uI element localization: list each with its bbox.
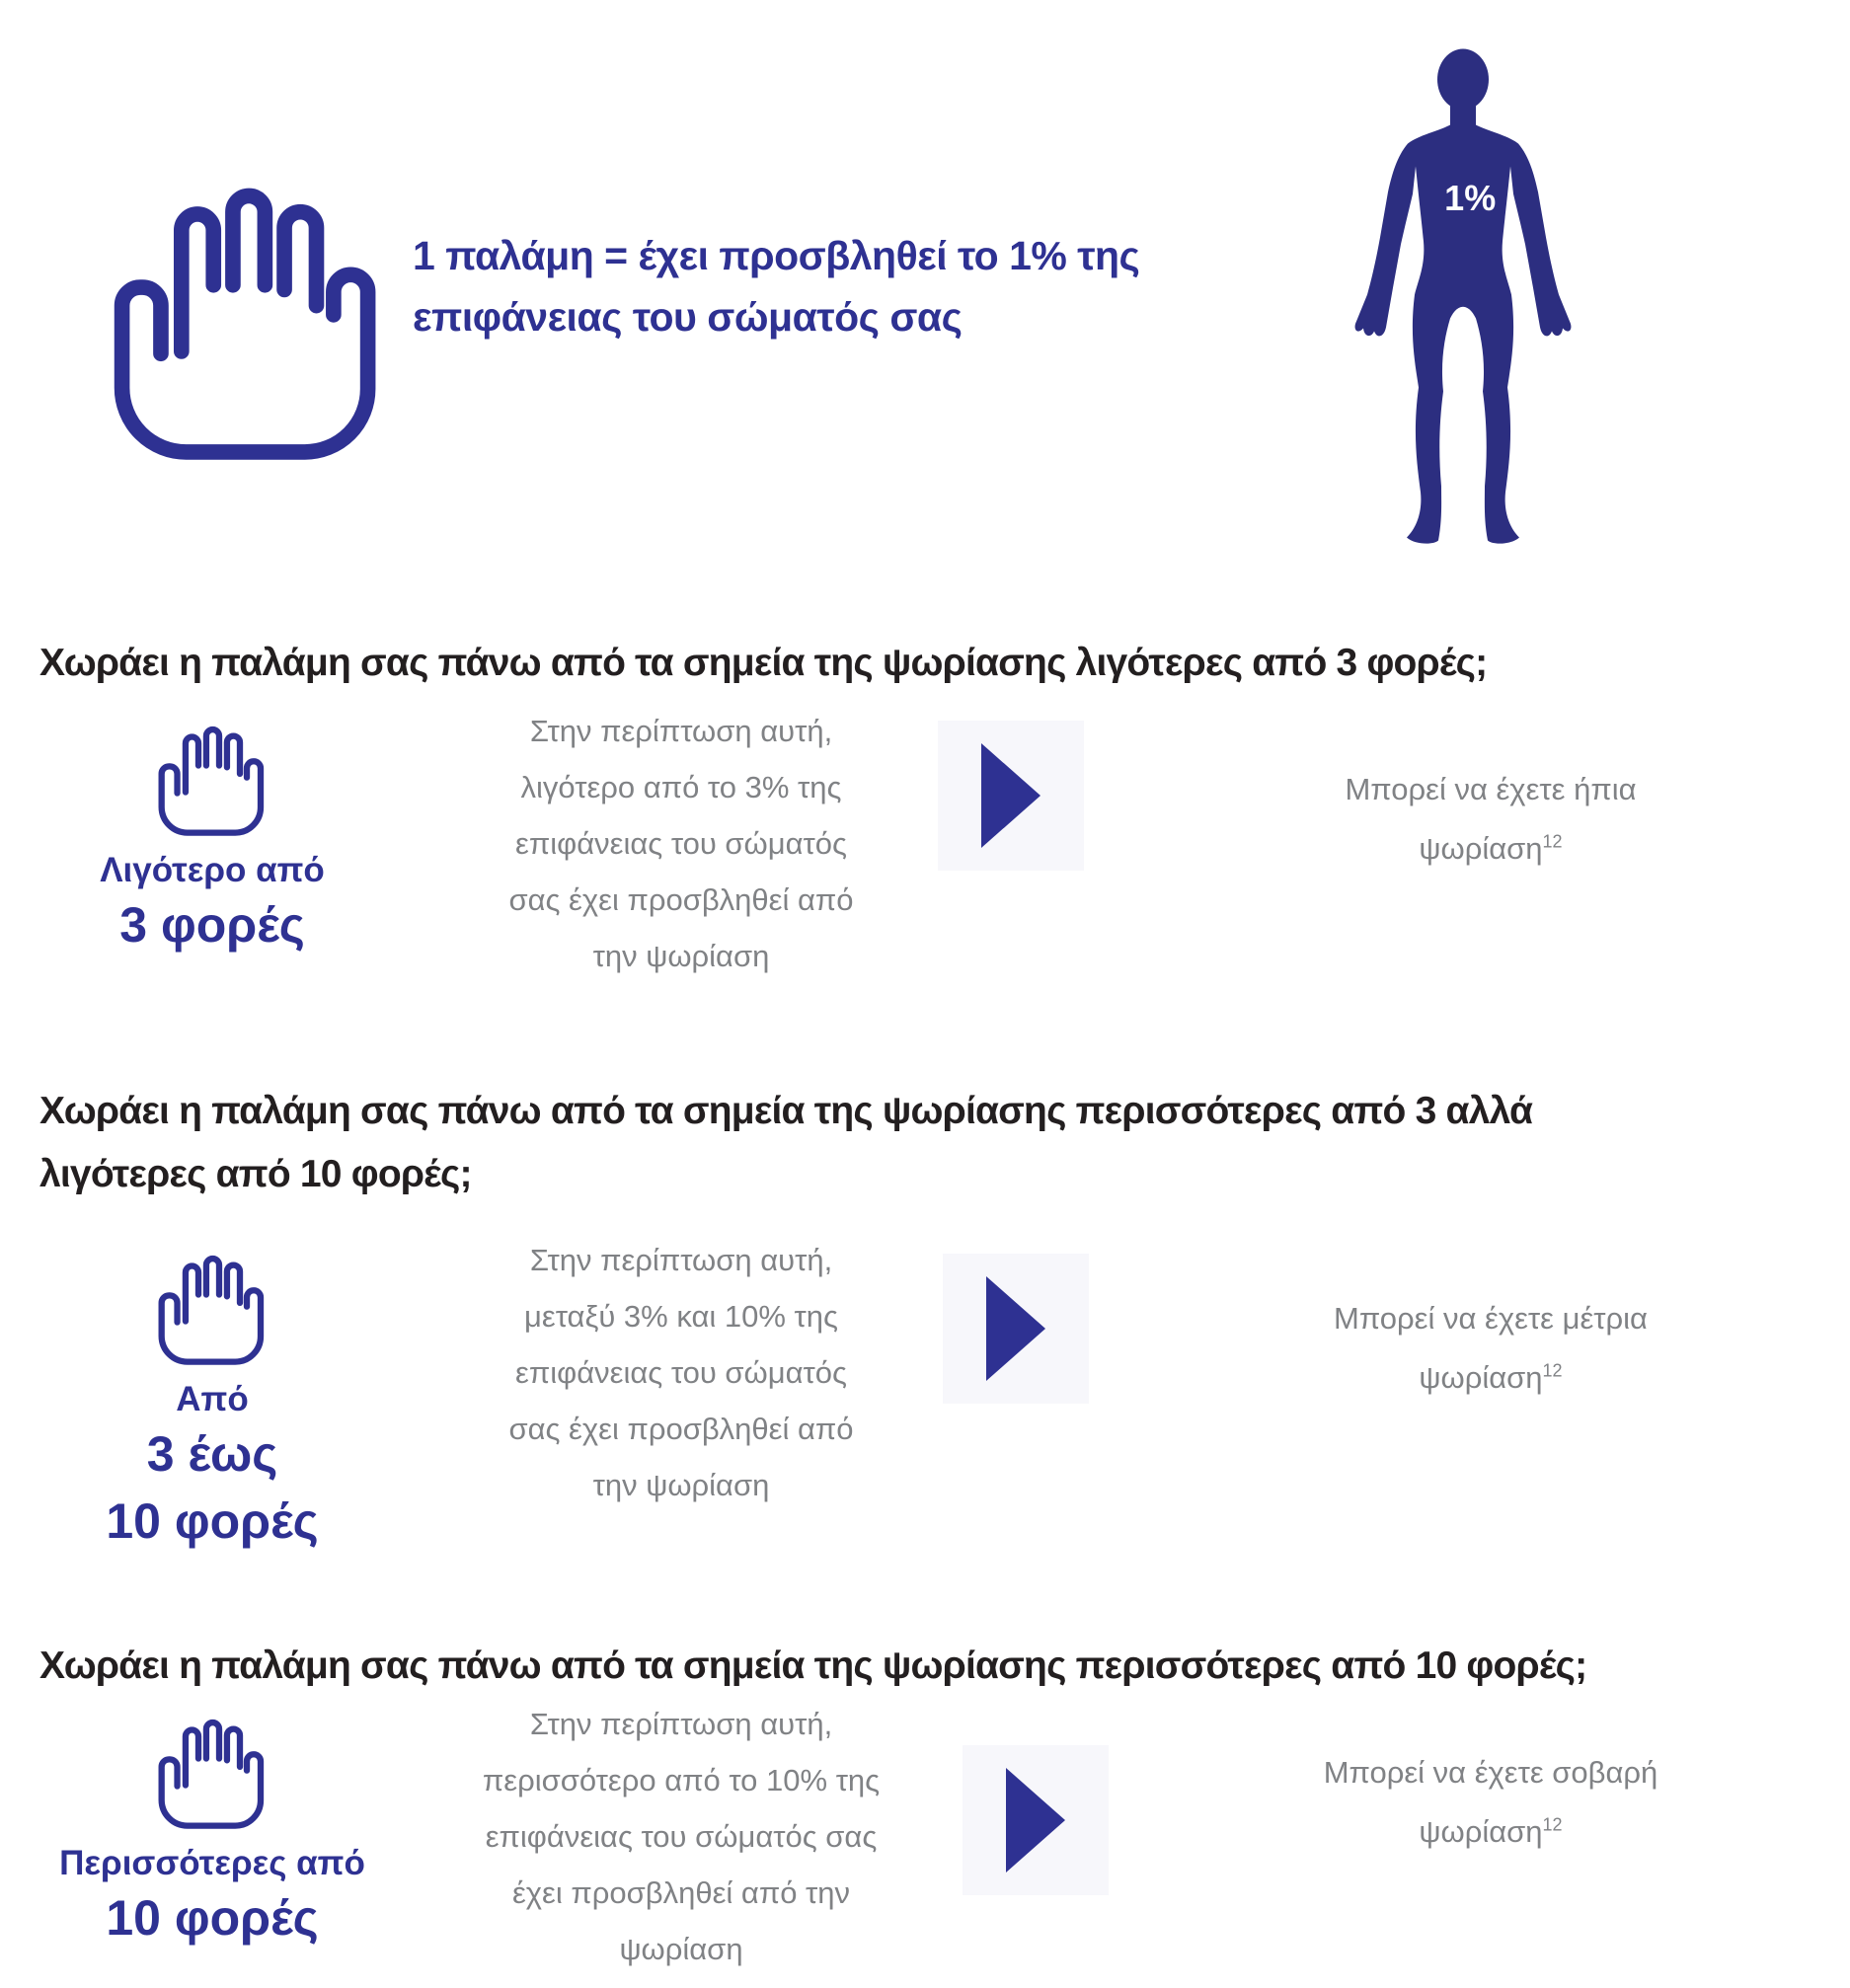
hero-hand-icon bbox=[111, 164, 385, 475]
hand-icon bbox=[157, 1246, 268, 1369]
section-1-description: Στην περίπτωση αυτή, λιγότερο από το 3% … bbox=[508, 714, 854, 973]
human-silhouette-figure: 1% bbox=[1345, 41, 1581, 582]
section-1-hand-label-small: Λιγότερο από bbox=[100, 851, 325, 890]
question-2-heading: Χωράει η παλάμη σας πάνω από τα σημεία τ… bbox=[39, 1090, 1533, 1196]
question-3-heading: Χωράει η παλάμη σας πάνω από τα σημεία τ… bbox=[39, 1644, 1587, 1688]
section-1-result-reference: 12 bbox=[1542, 831, 1563, 852]
question-1-heading: Χωράει η παλάμη σας πάνω από τα σημεία τ… bbox=[39, 642, 1488, 685]
section-2-hand-column: Από 3 έως 10 φορές bbox=[54, 1246, 370, 1555]
body-percentage-label: 1% bbox=[1444, 177, 1497, 218]
play-arrow-icon bbox=[1006, 1768, 1065, 1873]
section-3-hand-label-big: 10 φορές bbox=[106, 1890, 319, 1947]
section-2-arrow bbox=[943, 1254, 1089, 1404]
section-2-result: Μπορεί να έχετε μέτρια ψωρίαση12 bbox=[1165, 1230, 1816, 1408]
play-arrow-icon bbox=[986, 1276, 1045, 1381]
hand-icon bbox=[157, 1710, 268, 1833]
section-3-hand-label-small: Περισσότερες από bbox=[59, 1844, 365, 1883]
section-3-description: Στην περίπτωση αυτή, περισσότερο από το … bbox=[482, 1707, 881, 1966]
section-3-result-reference: 12 bbox=[1542, 1814, 1563, 1835]
section-2-description: Στην περίπτωση αυτή, μεταξύ 3% και 10% τ… bbox=[508, 1243, 854, 1502]
hand-icon bbox=[157, 717, 268, 840]
section-2-hand-label-small: Από bbox=[176, 1380, 249, 1419]
section-1-arrow bbox=[938, 721, 1084, 871]
section-3-result-text: Μπορεί να έχετε σοβαρή ψωρίαση bbox=[1323, 1755, 1658, 1849]
section-3-hand-column: Περισσότερες από 10 φορές bbox=[54, 1710, 370, 1951]
section-2-result-text: Μπορεί να έχετε μέτρια ψωρίαση bbox=[1334, 1301, 1648, 1395]
human-body-silhouette-icon bbox=[1354, 48, 1572, 544]
section-1-result-text: Μπορεί να έχετε ήπια ψωρίαση bbox=[1345, 772, 1637, 866]
section-2-hand-label-big: 3 έως 10 φορές bbox=[106, 1426, 319, 1550]
section-1-hand-label-big: 3 φορές bbox=[119, 897, 305, 954]
hand-icon bbox=[111, 164, 385, 470]
section-1-result: Μπορεί να έχετε ήπια ψωρίαση12 bbox=[1165, 701, 1816, 879]
section-3-arrow bbox=[963, 1745, 1109, 1895]
section-1-hand-column: Λιγότερο από 3 φορές bbox=[54, 717, 370, 958]
play-arrow-icon bbox=[981, 743, 1041, 848]
section-2-result-reference: 12 bbox=[1542, 1360, 1563, 1381]
hero-title: 1 παλάμη = έχει προσβληθεί το 1% της επι… bbox=[413, 233, 1140, 340]
section-3-result: Μπορεί να έχετε σοβαρή ψωρίαση12 bbox=[1165, 1684, 1816, 1862]
